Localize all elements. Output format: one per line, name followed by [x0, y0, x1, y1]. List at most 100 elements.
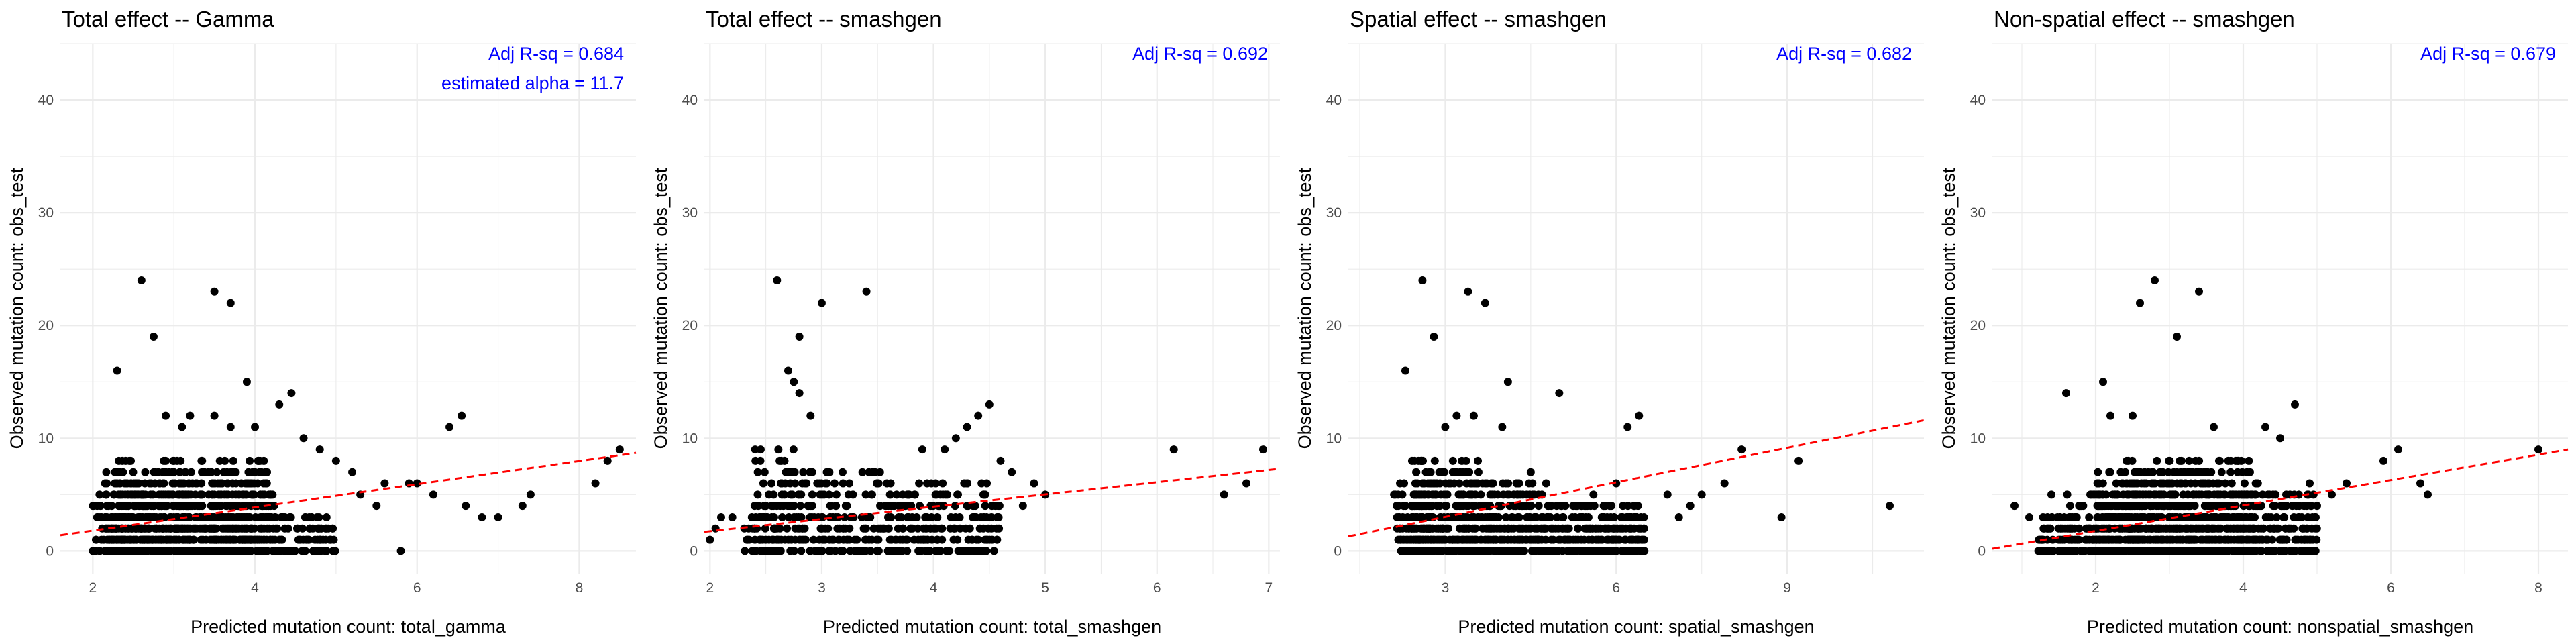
data-point — [156, 479, 164, 488]
data-point — [210, 287, 219, 296]
data-point — [221, 456, 229, 465]
x-tick-label: 2 — [2092, 580, 2100, 596]
data-point — [891, 547, 900, 555]
data-point — [102, 468, 111, 476]
data-point — [160, 524, 168, 533]
data-point — [2214, 490, 2222, 499]
data-point — [172, 535, 180, 544]
data-point — [170, 524, 179, 533]
data-point — [1474, 468, 1483, 476]
data-point — [323, 547, 331, 555]
data-point — [2203, 468, 2212, 476]
data-point — [150, 513, 159, 521]
data-point — [2263, 547, 2272, 555]
data-point — [2085, 513, 2094, 521]
data-point — [2065, 502, 2074, 511]
data-point — [275, 400, 284, 409]
panel-title: Total effect -- smashgen — [706, 7, 942, 32]
data-point — [293, 524, 302, 533]
data-point — [266, 490, 274, 499]
data-point — [184, 479, 193, 488]
data-point — [2192, 490, 2200, 499]
data-point — [131, 479, 140, 488]
data-point — [995, 524, 1004, 533]
data-point — [2295, 502, 2304, 511]
data-point — [2277, 502, 2286, 511]
data-point — [2060, 535, 2069, 544]
data-point — [168, 468, 176, 476]
data-point — [912, 513, 921, 521]
data-point — [806, 411, 815, 420]
y-axis-label: Observed mutation count: obs_test — [1939, 168, 1959, 449]
data-point — [2305, 535, 2314, 544]
data-point — [226, 423, 235, 431]
data-point — [1503, 378, 1512, 386]
data-point — [248, 479, 256, 488]
data-point — [2079, 502, 2088, 511]
data-point — [918, 445, 926, 454]
data-point — [161, 456, 170, 465]
data-point — [2194, 547, 2203, 555]
data-point — [2276, 535, 2285, 544]
data-point — [109, 513, 117, 521]
data-point — [189, 535, 198, 544]
data-point — [157, 535, 166, 544]
data-point — [786, 547, 795, 555]
data-point — [168, 479, 177, 488]
data-point — [1478, 547, 1487, 555]
data-point — [851, 547, 859, 555]
data-point — [1534, 502, 1543, 511]
data-point — [773, 276, 782, 284]
data-point — [782, 468, 790, 476]
x-tick-label: 4 — [930, 580, 938, 596]
gridlines — [1348, 43, 1924, 574]
data-point — [208, 502, 217, 511]
data-point — [2311, 524, 2320, 533]
data-point — [2068, 524, 2076, 533]
data-point — [2121, 468, 2130, 476]
data-point — [263, 547, 272, 555]
x-tick-label: 6 — [413, 580, 421, 596]
data-point — [1421, 535, 1430, 544]
y-tick-label: 40 — [1970, 93, 1986, 108]
data-point — [241, 547, 250, 555]
data-point — [1504, 547, 1513, 555]
data-point — [2062, 389, 2070, 398]
data-point — [1456, 547, 1465, 555]
data-point — [1525, 479, 1534, 488]
data-point — [817, 299, 826, 307]
data-point — [743, 535, 751, 544]
data-point — [348, 468, 357, 476]
data-point — [445, 423, 454, 431]
data-point — [1242, 479, 1251, 488]
data-point — [1568, 513, 1576, 521]
data-point — [287, 389, 296, 398]
data-point — [158, 468, 167, 476]
data-point — [429, 490, 437, 499]
data-point — [2226, 535, 2235, 544]
y-tick-label: 10 — [1970, 431, 1986, 446]
data-point — [2049, 547, 2058, 555]
data-point — [2146, 490, 2155, 499]
x-tick-label: 3 — [818, 580, 826, 596]
r-squared-annotation: Adj R-sq = 0.682 — [1776, 44, 1912, 64]
panel-title: Spatial effect -- smashgen — [1350, 7, 1607, 32]
data-point — [140, 479, 149, 488]
data-point — [2123, 456, 2131, 465]
data-point — [144, 513, 152, 521]
data-point — [1686, 502, 1695, 511]
data-point — [2147, 479, 2156, 488]
data-point — [2224, 456, 2233, 465]
data-point — [129, 468, 138, 476]
r-squared-annotation: Adj R-sq = 0.679 — [2420, 44, 2556, 64]
data-point — [148, 490, 157, 499]
panel-title: Total effect -- Gamma — [62, 7, 274, 32]
data-point — [526, 490, 535, 499]
data-point — [879, 524, 888, 533]
data-point — [2199, 479, 2208, 488]
data-point — [728, 513, 737, 521]
data-point — [783, 524, 792, 533]
data-point — [1464, 524, 1473, 533]
data-point — [861, 535, 869, 544]
data-point — [867, 490, 876, 499]
